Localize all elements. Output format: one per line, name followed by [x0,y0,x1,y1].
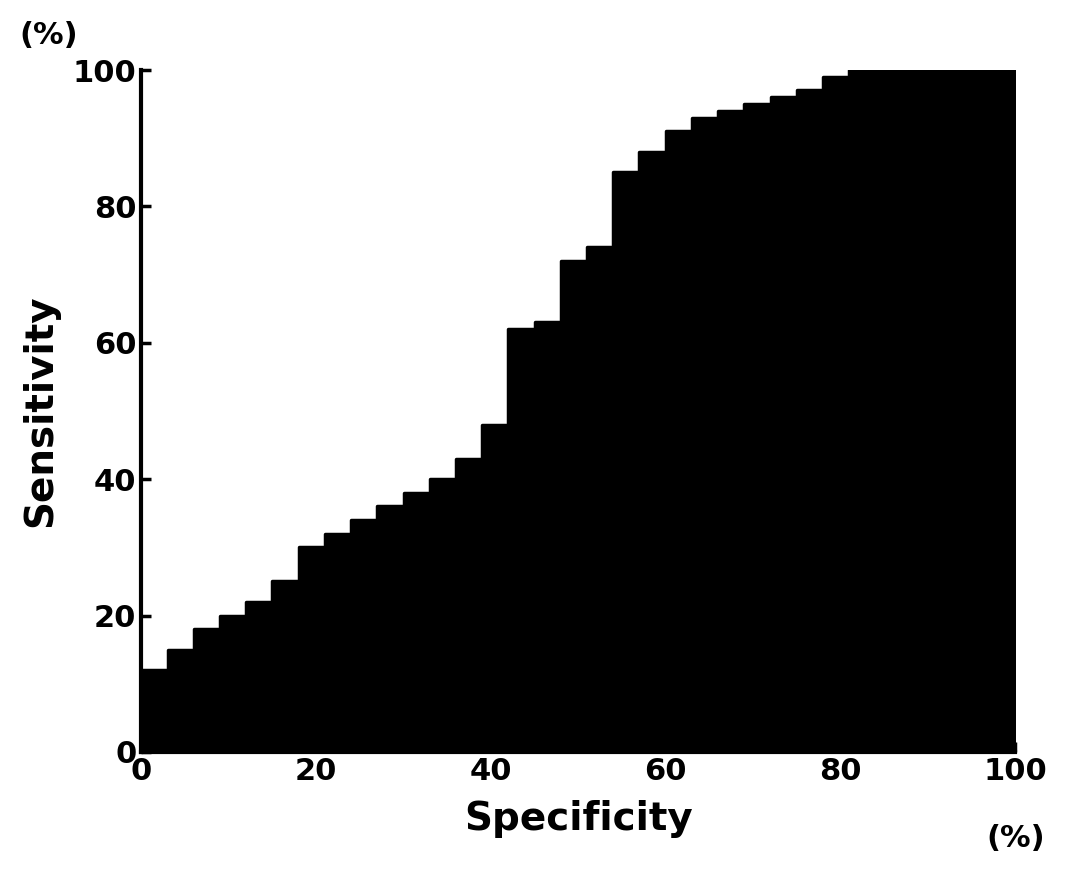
Text: (%): (%) [19,21,78,50]
Text: (%): (%) [986,824,1045,853]
Y-axis label: Sensitivity: Sensitivity [21,295,59,527]
X-axis label: Specificity: Specificity [464,800,693,837]
